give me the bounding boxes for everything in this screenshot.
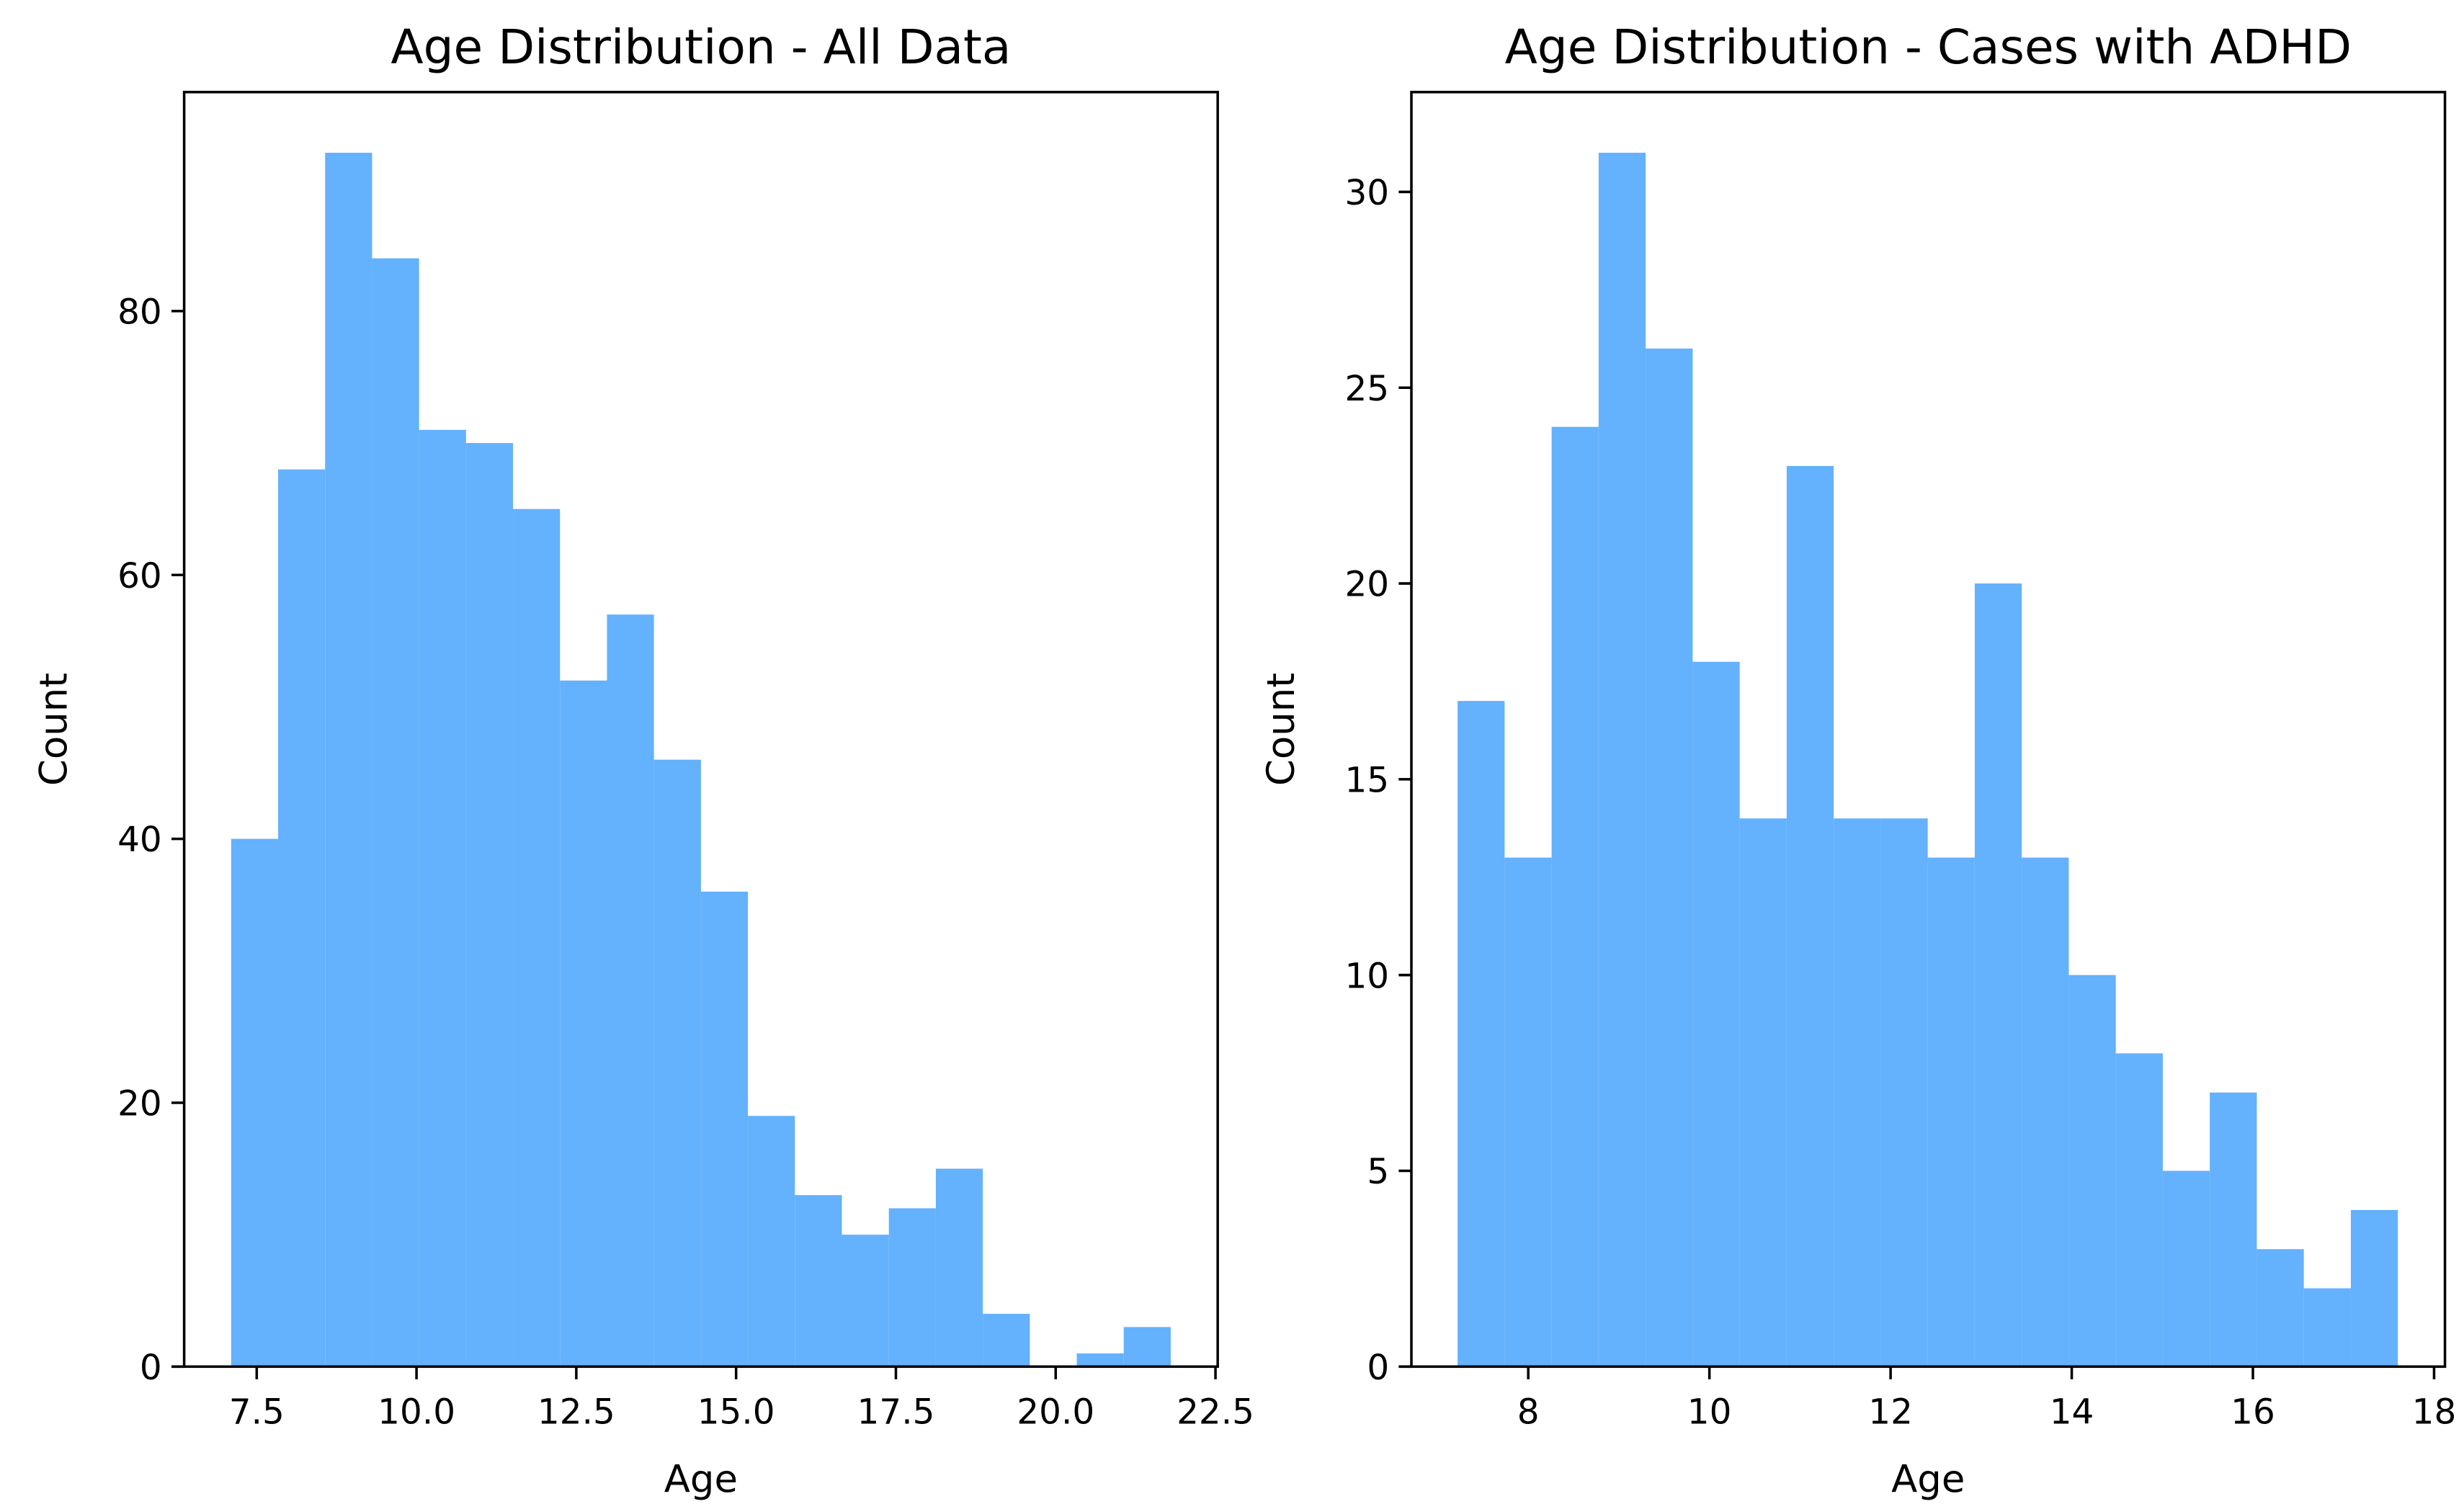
x-tick-label: 14 xyxy=(2050,1392,2094,1433)
x-tick-label: 22.5 xyxy=(1177,1392,1254,1433)
bar xyxy=(1076,1353,1124,1367)
bar xyxy=(2162,1170,2210,1367)
y-tick-label: 0 xyxy=(1367,1348,1389,1388)
y-tick-label: 25 xyxy=(1344,369,1389,409)
bar xyxy=(795,1195,842,1367)
bar xyxy=(1458,701,1505,1367)
y-tick-label: 20 xyxy=(1344,565,1389,605)
bar xyxy=(700,891,749,1367)
bar xyxy=(748,1116,795,1367)
x-tick-label: 10.0 xyxy=(378,1392,455,1433)
bar xyxy=(1880,818,1928,1367)
y-axis-label: Count xyxy=(1259,673,1303,786)
y-tick-label: 30 xyxy=(1344,173,1389,213)
y-tick-label: 15 xyxy=(1344,761,1389,801)
bar xyxy=(2115,1053,2163,1367)
bar xyxy=(560,680,607,1367)
bar xyxy=(231,838,279,1367)
y-tick-label: 20 xyxy=(117,1084,162,1124)
bar xyxy=(372,258,419,1367)
x-tick-label: 17.5 xyxy=(857,1392,935,1433)
axes-frame xyxy=(182,91,1219,1369)
bar xyxy=(2350,1209,2398,1367)
bar xyxy=(1598,153,1646,1367)
bar xyxy=(1504,857,1552,1367)
x-tick-label: 18 xyxy=(2412,1392,2457,1433)
bar xyxy=(2257,1249,2304,1367)
bar xyxy=(1974,583,2022,1367)
y-tick-label: 10 xyxy=(1344,956,1389,996)
bar xyxy=(1123,1327,1171,1367)
y-tick-label: 40 xyxy=(117,820,162,860)
bar xyxy=(888,1208,936,1367)
x-axis-label: Age xyxy=(1891,1457,1965,1501)
y-tick-label: 80 xyxy=(117,292,162,333)
bar xyxy=(653,759,701,1367)
bar xyxy=(2022,857,2069,1367)
bar xyxy=(1551,426,1599,1367)
bar xyxy=(1739,818,1787,1367)
y-tick-label: 5 xyxy=(1367,1152,1389,1192)
x-tick-label: 16 xyxy=(2231,1392,2275,1433)
x-tick-label: 8 xyxy=(1517,1392,1540,1433)
y-tick-label: 0 xyxy=(140,1348,162,1388)
bar xyxy=(513,509,561,1367)
bar xyxy=(419,429,466,1367)
bar xyxy=(983,1314,1030,1367)
bar xyxy=(842,1235,889,1367)
bar xyxy=(2303,1288,2351,1367)
chart-title: Age Distribution - All Data xyxy=(390,19,1011,75)
bar xyxy=(325,153,372,1367)
x-tick-label: 15.0 xyxy=(697,1392,775,1433)
bar xyxy=(1786,465,1834,1367)
x-tick-label: 12 xyxy=(1868,1392,1913,1433)
bar xyxy=(1646,348,1693,1367)
bar xyxy=(1927,857,1975,1367)
bar xyxy=(1834,818,1881,1367)
bar xyxy=(465,443,514,1367)
x-tick-label: 12.5 xyxy=(537,1392,615,1433)
bar xyxy=(2210,1092,2257,1367)
bar xyxy=(278,469,326,1367)
y-axis-label: Count xyxy=(32,673,76,786)
bar xyxy=(1692,661,1740,1367)
chart-title: Age Distribution - Cases with ADHD xyxy=(1505,19,2352,75)
axes-frame xyxy=(1410,91,2447,1369)
bar xyxy=(2068,975,2116,1367)
x-tick-label: 10 xyxy=(1687,1392,1732,1433)
x-tick-label: 20.0 xyxy=(1017,1392,1094,1433)
x-tick-label: 7.5 xyxy=(229,1392,285,1433)
x-axis-label: Age xyxy=(664,1457,738,1501)
bar xyxy=(935,1168,983,1367)
bar xyxy=(607,614,654,1367)
y-tick-label: 60 xyxy=(117,556,162,596)
